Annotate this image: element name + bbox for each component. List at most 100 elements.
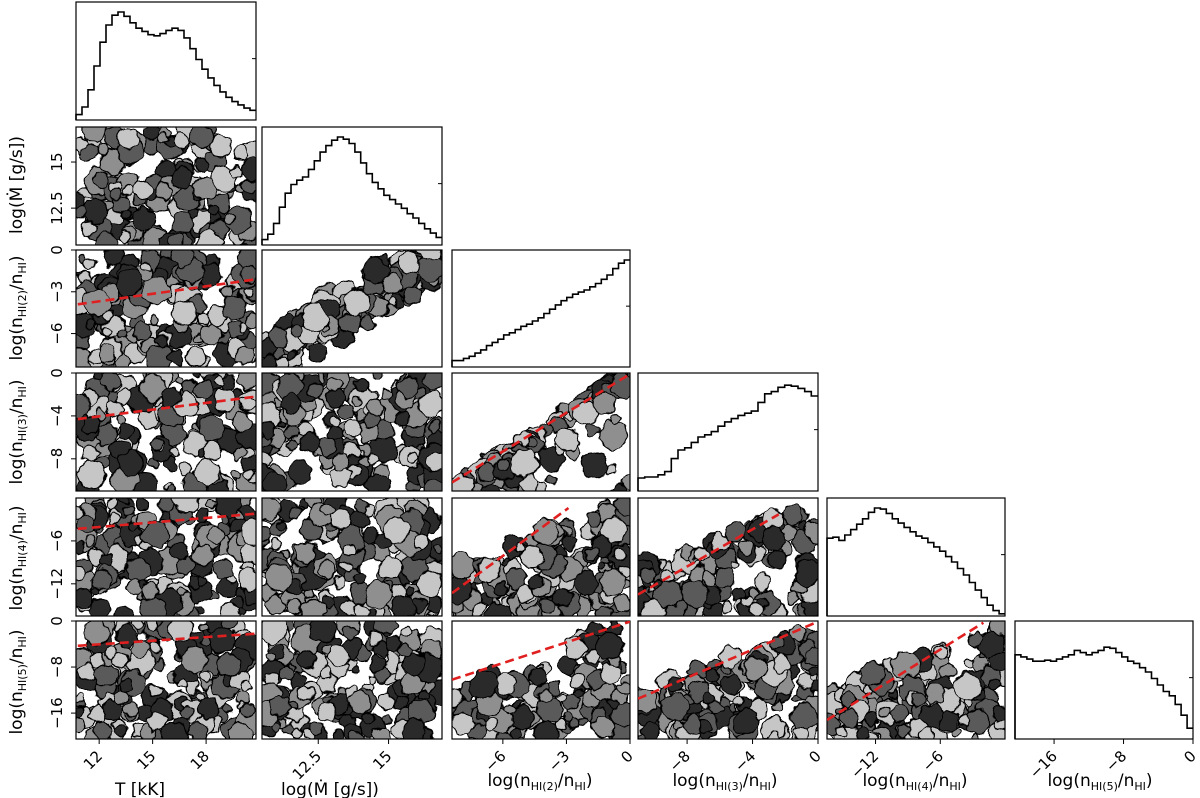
density-contour — [613, 593, 630, 613]
density-contour — [149, 684, 162, 698]
density-contour — [989, 677, 1001, 690]
density-contour — [933, 643, 950, 660]
density-contour — [167, 234, 184, 245]
density-contour — [730, 560, 740, 570]
density-contour — [154, 333, 169, 348]
density-contour — [426, 450, 442, 471]
density-contour — [241, 157, 256, 180]
density-contour — [409, 250, 425, 253]
density-contour — [265, 651, 276, 663]
density-contour — [354, 378, 369, 393]
density-contour — [748, 602, 765, 616]
density-contour — [285, 597, 303, 615]
density-contour — [132, 207, 157, 231]
panel-frame — [261, 126, 443, 246]
density-contour — [132, 179, 153, 200]
density-contour — [172, 131, 190, 150]
density-contour — [992, 705, 1005, 722]
density-contour — [215, 376, 225, 386]
density-contour — [204, 498, 215, 510]
density-contour — [85, 318, 97, 329]
density-contour — [599, 569, 627, 596]
density-contour — [654, 580, 682, 609]
density-contour — [123, 701, 140, 718]
density-contour — [287, 439, 299, 451]
density-contour — [417, 250, 442, 260]
density-contour — [353, 571, 367, 586]
density-contour — [265, 595, 286, 615]
density-contour — [209, 135, 232, 158]
density-contour — [737, 540, 754, 556]
panel-frame — [75, 620, 257, 740]
density-contour — [76, 541, 85, 555]
density-contour — [309, 621, 337, 643]
density-contour — [718, 645, 742, 669]
density-contour — [301, 304, 330, 333]
density-contour — [267, 327, 289, 349]
density-contour — [169, 542, 190, 562]
panel-frame — [75, 372, 257, 492]
panel-frame — [261, 372, 443, 492]
density-contour — [554, 717, 568, 731]
x-tick-label: 0 — [617, 747, 636, 766]
density-contour — [568, 673, 585, 689]
density-contour — [713, 567, 736, 589]
panel-n3-vs-Mdot — [261, 372, 443, 492]
density-contour — [397, 376, 420, 399]
panel-frame — [75, 497, 257, 617]
y-tick-label: 0 — [48, 368, 66, 378]
density-contour — [680, 579, 710, 609]
density-contour — [370, 373, 385, 381]
density-contour — [80, 143, 99, 163]
panel-n5-vs-n5: −16 −8 0 — [1014, 620, 1200, 782]
density-contour — [178, 679, 189, 689]
density-contour — [618, 681, 630, 697]
x-tick-label: 15 — [369, 747, 395, 773]
density-contour — [580, 451, 608, 480]
density-contour — [116, 389, 131, 404]
density-contour — [350, 396, 362, 408]
density-contour — [296, 649, 316, 669]
density-contour — [107, 399, 125, 417]
panel-n5-vs-n4: −12 −6 — [826, 620, 1006, 782]
reference-line-n5-vs-n4 — [827, 621, 985, 722]
panel-Mdot-vs-Mdot — [261, 126, 443, 246]
density-contour — [426, 250, 434, 252]
x-axis-label-n5: log(nHI(5)/nHI) — [1047, 771, 1152, 793]
density-contour — [538, 689, 553, 703]
density-contour — [362, 527, 379, 544]
density-contour — [122, 504, 135, 518]
y-tick-label: −4 — [48, 405, 66, 427]
density-contour — [231, 468, 242, 479]
density-contour — [896, 723, 911, 738]
density-contour — [404, 285, 423, 304]
density-contour — [398, 643, 413, 658]
density-contour — [339, 404, 355, 420]
density-contour — [720, 674, 742, 696]
density-contour — [839, 708, 859, 728]
density-contour — [586, 547, 599, 560]
density-contour — [721, 600, 733, 612]
panel-frame — [637, 497, 819, 617]
density-contour — [510, 449, 540, 478]
density-contour — [208, 627, 236, 654]
density-contour — [139, 374, 168, 403]
density-contour — [358, 455, 371, 468]
panel-frame — [451, 497, 631, 617]
panel-frame — [261, 620, 443, 740]
density-contour — [606, 464, 617, 475]
panel-n2-vs-n2 — [451, 249, 631, 368]
density-contour — [327, 644, 350, 667]
density-contour — [99, 373, 120, 391]
density-contour — [368, 654, 388, 674]
density-contour — [213, 498, 241, 518]
x-axis-label-T: T [kK] — [114, 780, 165, 798]
density-contour — [194, 508, 210, 524]
density-contour — [93, 664, 118, 688]
density-contour — [122, 183, 135, 196]
density-contour — [562, 535, 576, 550]
density-contour — [925, 683, 946, 704]
density-contour — [160, 387, 181, 408]
density-contour — [361, 711, 377, 726]
density-contour — [504, 566, 527, 590]
